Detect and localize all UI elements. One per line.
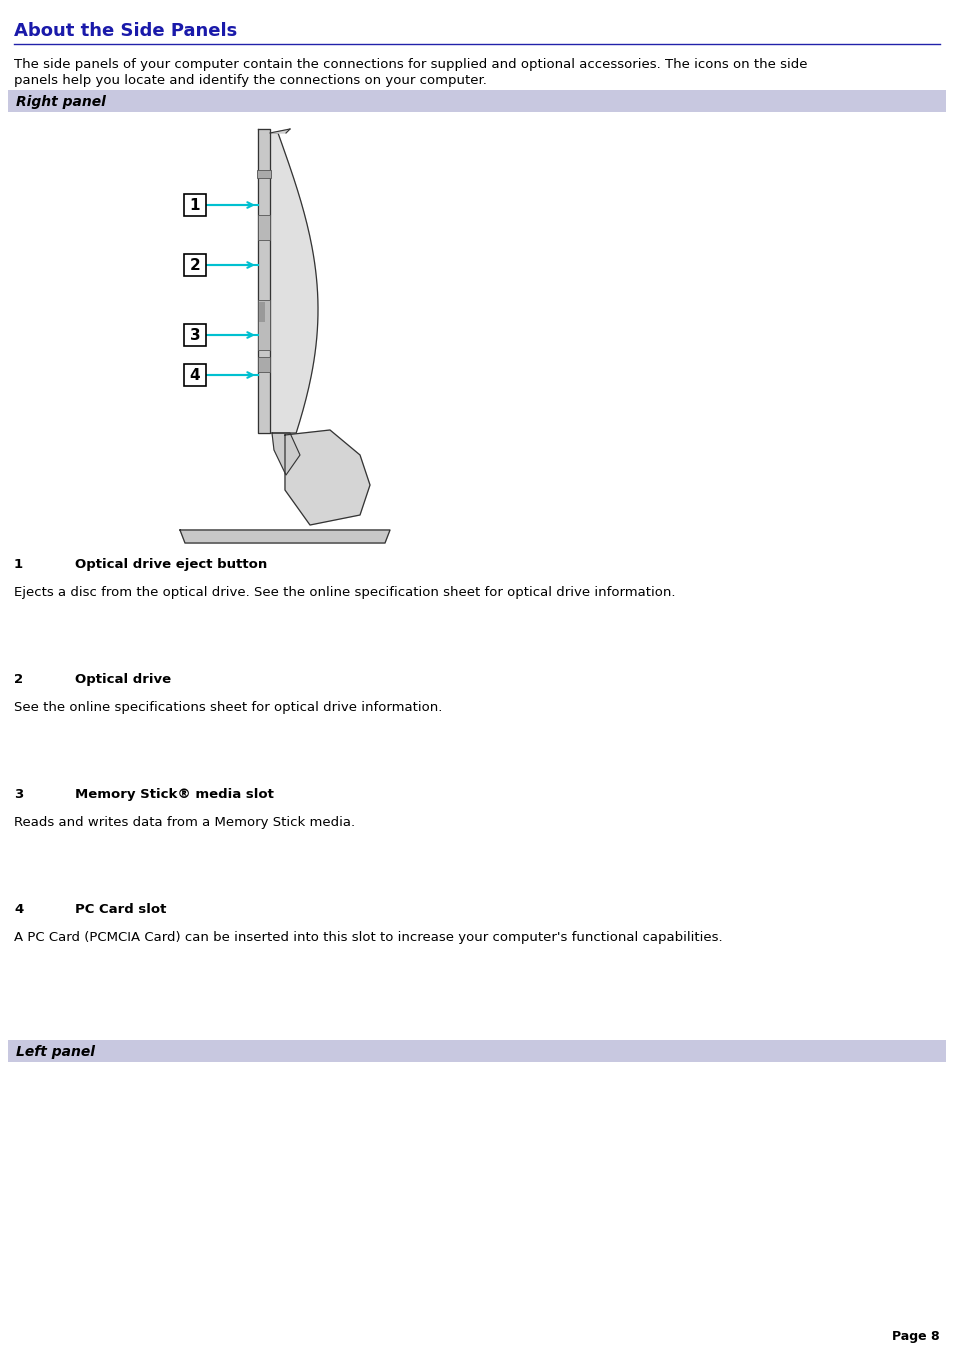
Text: The side panels of your computer contain the connections for supplied and option: The side panels of your computer contain… [14, 58, 806, 72]
Bar [184, 254, 206, 276]
Text: Left panel: Left panel [16, 1046, 95, 1059]
Text: Memory Stick® media slot: Memory Stick® media slot [75, 788, 274, 801]
Text: Optical drive: Optical drive [75, 673, 171, 686]
Bar [8, 91, 945, 112]
Text: See the online specifications sheet for optical drive information.: See the online specifications sheet for … [14, 701, 442, 713]
Text: 4: 4 [190, 367, 200, 382]
Text: 2: 2 [190, 258, 200, 273]
Polygon shape [285, 430, 370, 526]
Bar [8, 1040, 945, 1062]
Bar [257, 357, 270, 372]
Text: 3: 3 [190, 327, 200, 343]
Bar [257, 215, 270, 240]
Text: 1: 1 [190, 197, 200, 212]
Text: 3: 3 [14, 788, 23, 801]
Text: PC Card slot: PC Card slot [75, 902, 166, 916]
Text: About the Side Panels: About the Side Panels [14, 22, 237, 41]
Text: Ejects a disc from the optical drive. See the online specification sheet for opt: Ejects a disc from the optical drive. Se… [14, 586, 675, 598]
Bar [258, 303, 265, 322]
Text: Right panel: Right panel [16, 95, 106, 109]
Text: 4: 4 [14, 902, 23, 916]
Polygon shape [270, 132, 317, 434]
Text: Reads and writes data from a Memory Stick media.: Reads and writes data from a Memory Stic… [14, 816, 355, 830]
Polygon shape [180, 530, 390, 543]
Bar [257, 300, 270, 350]
Polygon shape [272, 434, 299, 476]
Text: 2: 2 [14, 673, 23, 686]
Bar [184, 324, 206, 346]
Polygon shape [257, 128, 270, 434]
Text: A PC Card (PCMCIA Card) can be inserted into this slot to increase your computer: A PC Card (PCMCIA Card) can be inserted … [14, 931, 721, 944]
Text: 1: 1 [14, 558, 23, 571]
Polygon shape [270, 128, 290, 132]
Text: Page 8: Page 8 [891, 1329, 939, 1343]
Text: panels help you locate and identify the connections on your computer.: panels help you locate and identify the … [14, 74, 486, 86]
Bar [256, 170, 271, 178]
Text: Optical drive eject button: Optical drive eject button [75, 558, 267, 571]
Bar [184, 195, 206, 216]
Bar [184, 363, 206, 386]
